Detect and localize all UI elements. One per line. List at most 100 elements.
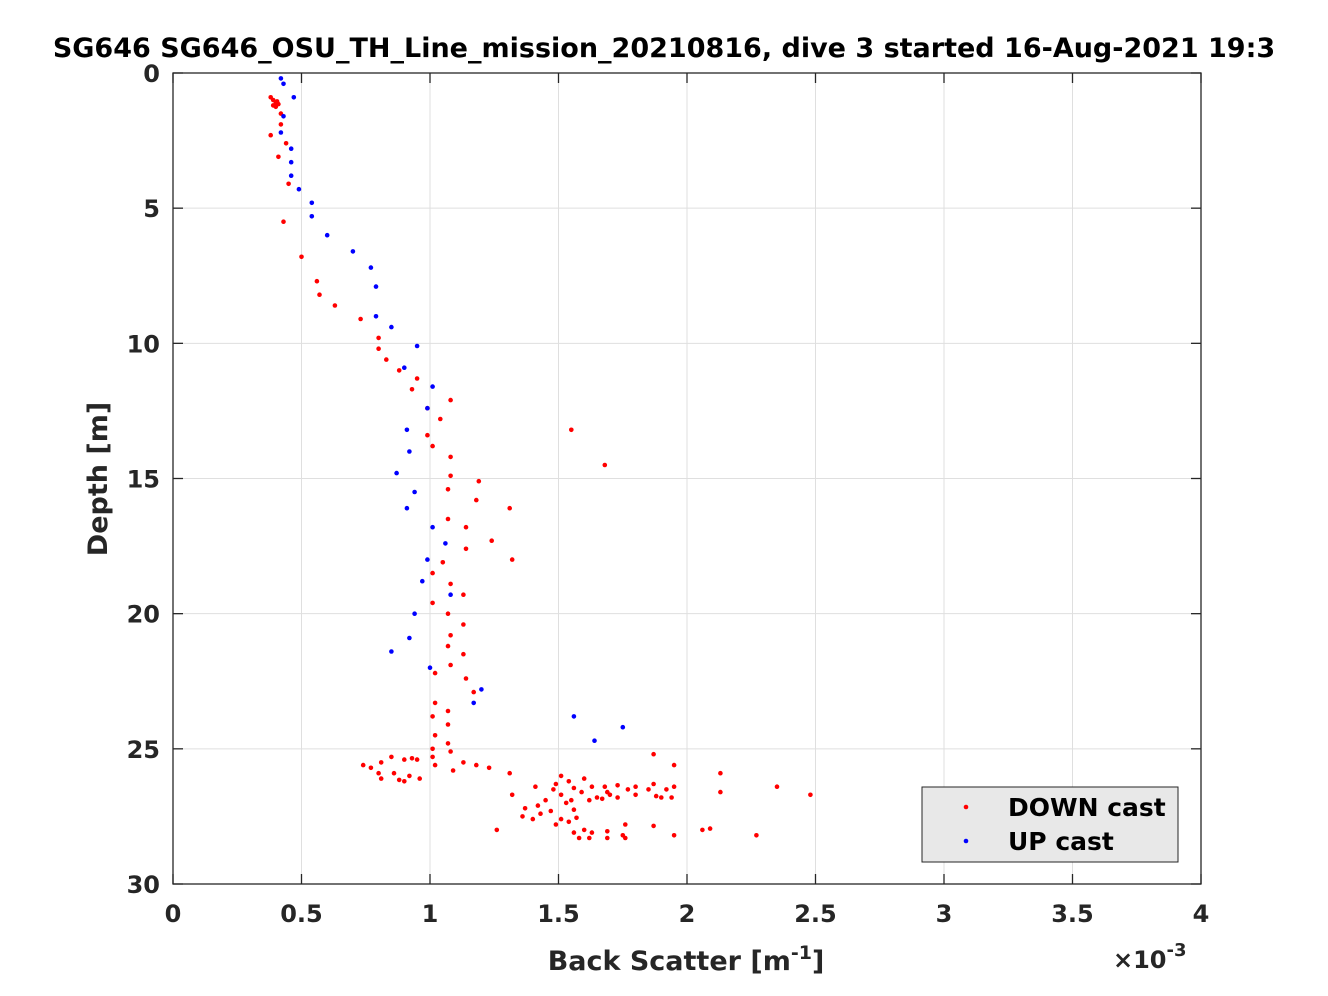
data-point [414,757,420,762]
data-point [486,765,492,771]
data-point [332,303,338,308]
data-point [440,560,446,565]
data-point [432,670,438,676]
data-point [707,826,713,831]
data-point [358,316,363,322]
data-point [522,806,528,811]
data-point [718,789,723,795]
x-tick-label: 0 [165,900,182,928]
data-point [754,833,759,838]
data-point [533,784,538,789]
data-point [281,114,286,119]
data-point [671,833,677,838]
data-point [430,754,435,760]
y-tick-label: 20 [127,601,160,629]
data-point [448,397,453,403]
data-point [309,200,315,206]
data-point [489,538,495,543]
data-point [281,81,286,87]
data-point [283,141,289,146]
data-point [373,284,379,289]
data-point [414,376,420,381]
y-tick-label: 5 [143,195,160,223]
data-point [407,635,412,641]
data-point [412,489,417,495]
data-point [507,770,512,776]
y-tick-labels: 0 5 10 15 20 25 30 [127,60,160,899]
data-point [376,770,381,776]
x-axis-title-main: Back Scatter [m [548,946,791,977]
data-point [718,770,723,776]
legend-marker-down [963,804,969,810]
data-point [471,700,477,706]
y-tick-label: 10 [127,330,160,358]
data-point [566,819,572,825]
data-point [288,159,294,165]
axes [172,72,1202,885]
data-point [581,827,587,833]
data-point [288,173,294,178]
data-point [425,557,430,562]
legend-marker-up [963,838,969,844]
data-point [402,779,407,784]
data-point [281,219,286,224]
data-point [402,757,407,762]
series-1 [278,76,626,743]
data-point [268,132,274,138]
data-point [594,795,600,800]
data-point [520,814,525,819]
data-point [378,760,384,765]
x-tick-label: 3.5 [1051,900,1094,928]
data-point [445,643,451,649]
data-point [448,662,453,668]
data-point [558,773,564,779]
data-point [461,760,466,765]
data-point [430,524,435,530]
data-point [474,762,479,768]
data-point [461,592,466,597]
data-point [671,784,677,789]
data-point [438,416,443,422]
data-point [569,427,574,433]
x-tick-label: 0.5 [280,900,323,928]
data-point [430,600,435,606]
y-tick-label: 30 [127,871,160,899]
data-point [625,787,631,792]
data-point [579,789,584,795]
data-point [463,546,469,552]
data-point [461,622,466,627]
data-point [407,449,412,454]
data-point [309,214,315,219]
data-point [602,462,608,468]
data-point [471,689,477,695]
data-point [445,516,451,522]
data-point [278,76,284,81]
data-point [507,505,512,511]
data-point [402,365,407,371]
data-point [569,797,574,803]
data-point [396,777,402,783]
data-point [274,99,280,104]
data-point [391,770,397,776]
data-point [615,795,620,800]
data-point [474,497,479,503]
data-point [291,95,297,100]
data-point [571,830,577,835]
data-point [378,776,384,781]
data-point [479,687,484,692]
data-point [551,787,556,792]
data-point [276,154,281,160]
y-axis-title: Depth [m] [83,402,114,556]
data-point [571,785,577,791]
data-point [299,254,304,260]
x-tick-label: 1 [422,900,439,928]
data-point [620,724,626,730]
data-point [448,749,453,754]
data-point [394,470,399,476]
data-point [376,346,381,352]
data-point [389,324,394,330]
data-point [430,443,435,449]
data-point [509,792,515,798]
data-point [589,784,595,789]
